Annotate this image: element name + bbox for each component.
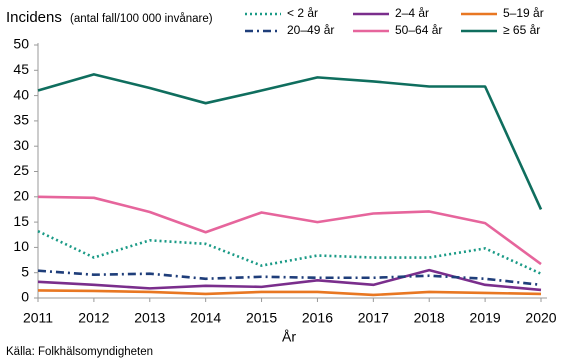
x-tick-label: 2014 (190, 310, 221, 326)
series-line (37, 289, 542, 297)
legend-label: 5–19 år (503, 6, 544, 20)
y-tick-label: 25 (13, 162, 29, 178)
legend-label: < 2 år (287, 6, 318, 20)
chart-title: Incidens (6, 9, 62, 26)
x-tick-label: 2012 (78, 310, 109, 326)
x-tick-label: 2011 (23, 310, 53, 326)
y-tick-label: 10 (13, 238, 29, 254)
legend-label: 20–49 år (287, 23, 334, 37)
y-tick-label: 40 (13, 86, 29, 102)
chart-subtitle: (antal fall/100 000 invånare) (70, 13, 213, 25)
x-tick-label: 2017 (358, 310, 389, 326)
x-tick-label: 2013 (134, 310, 165, 326)
series-line (37, 195, 542, 266)
legend-label: 50–64 år (395, 23, 442, 37)
y-tick-label: 35 (13, 112, 29, 128)
x-axis-label: År (282, 329, 296, 345)
y-tick-label: 0 (21, 289, 29, 305)
y-tick-label: 45 (13, 61, 29, 77)
x-tick-label: 2020 (525, 310, 556, 326)
x-tick-label: 2016 (302, 310, 333, 326)
legend-label: 2–4 år (395, 6, 429, 20)
series-line (37, 73, 543, 210)
y-tick-label: 5 (21, 263, 29, 279)
x-tick-label: 2018 (414, 310, 445, 326)
y-tick-label: 20 (13, 188, 29, 204)
x-tick-label: 2019 (470, 310, 501, 326)
legend-label: ≥ 65 år (503, 23, 540, 37)
x-tick-label: 2015 (246, 310, 277, 326)
series-line (37, 230, 542, 275)
y-tick-label: 50 (13, 36, 29, 52)
series-line (37, 269, 542, 287)
source-note: Källa: Folkhälsomyndigheten (6, 346, 153, 358)
y-tick-label: 30 (13, 137, 29, 153)
y-tick-label: 15 (13, 213, 29, 229)
